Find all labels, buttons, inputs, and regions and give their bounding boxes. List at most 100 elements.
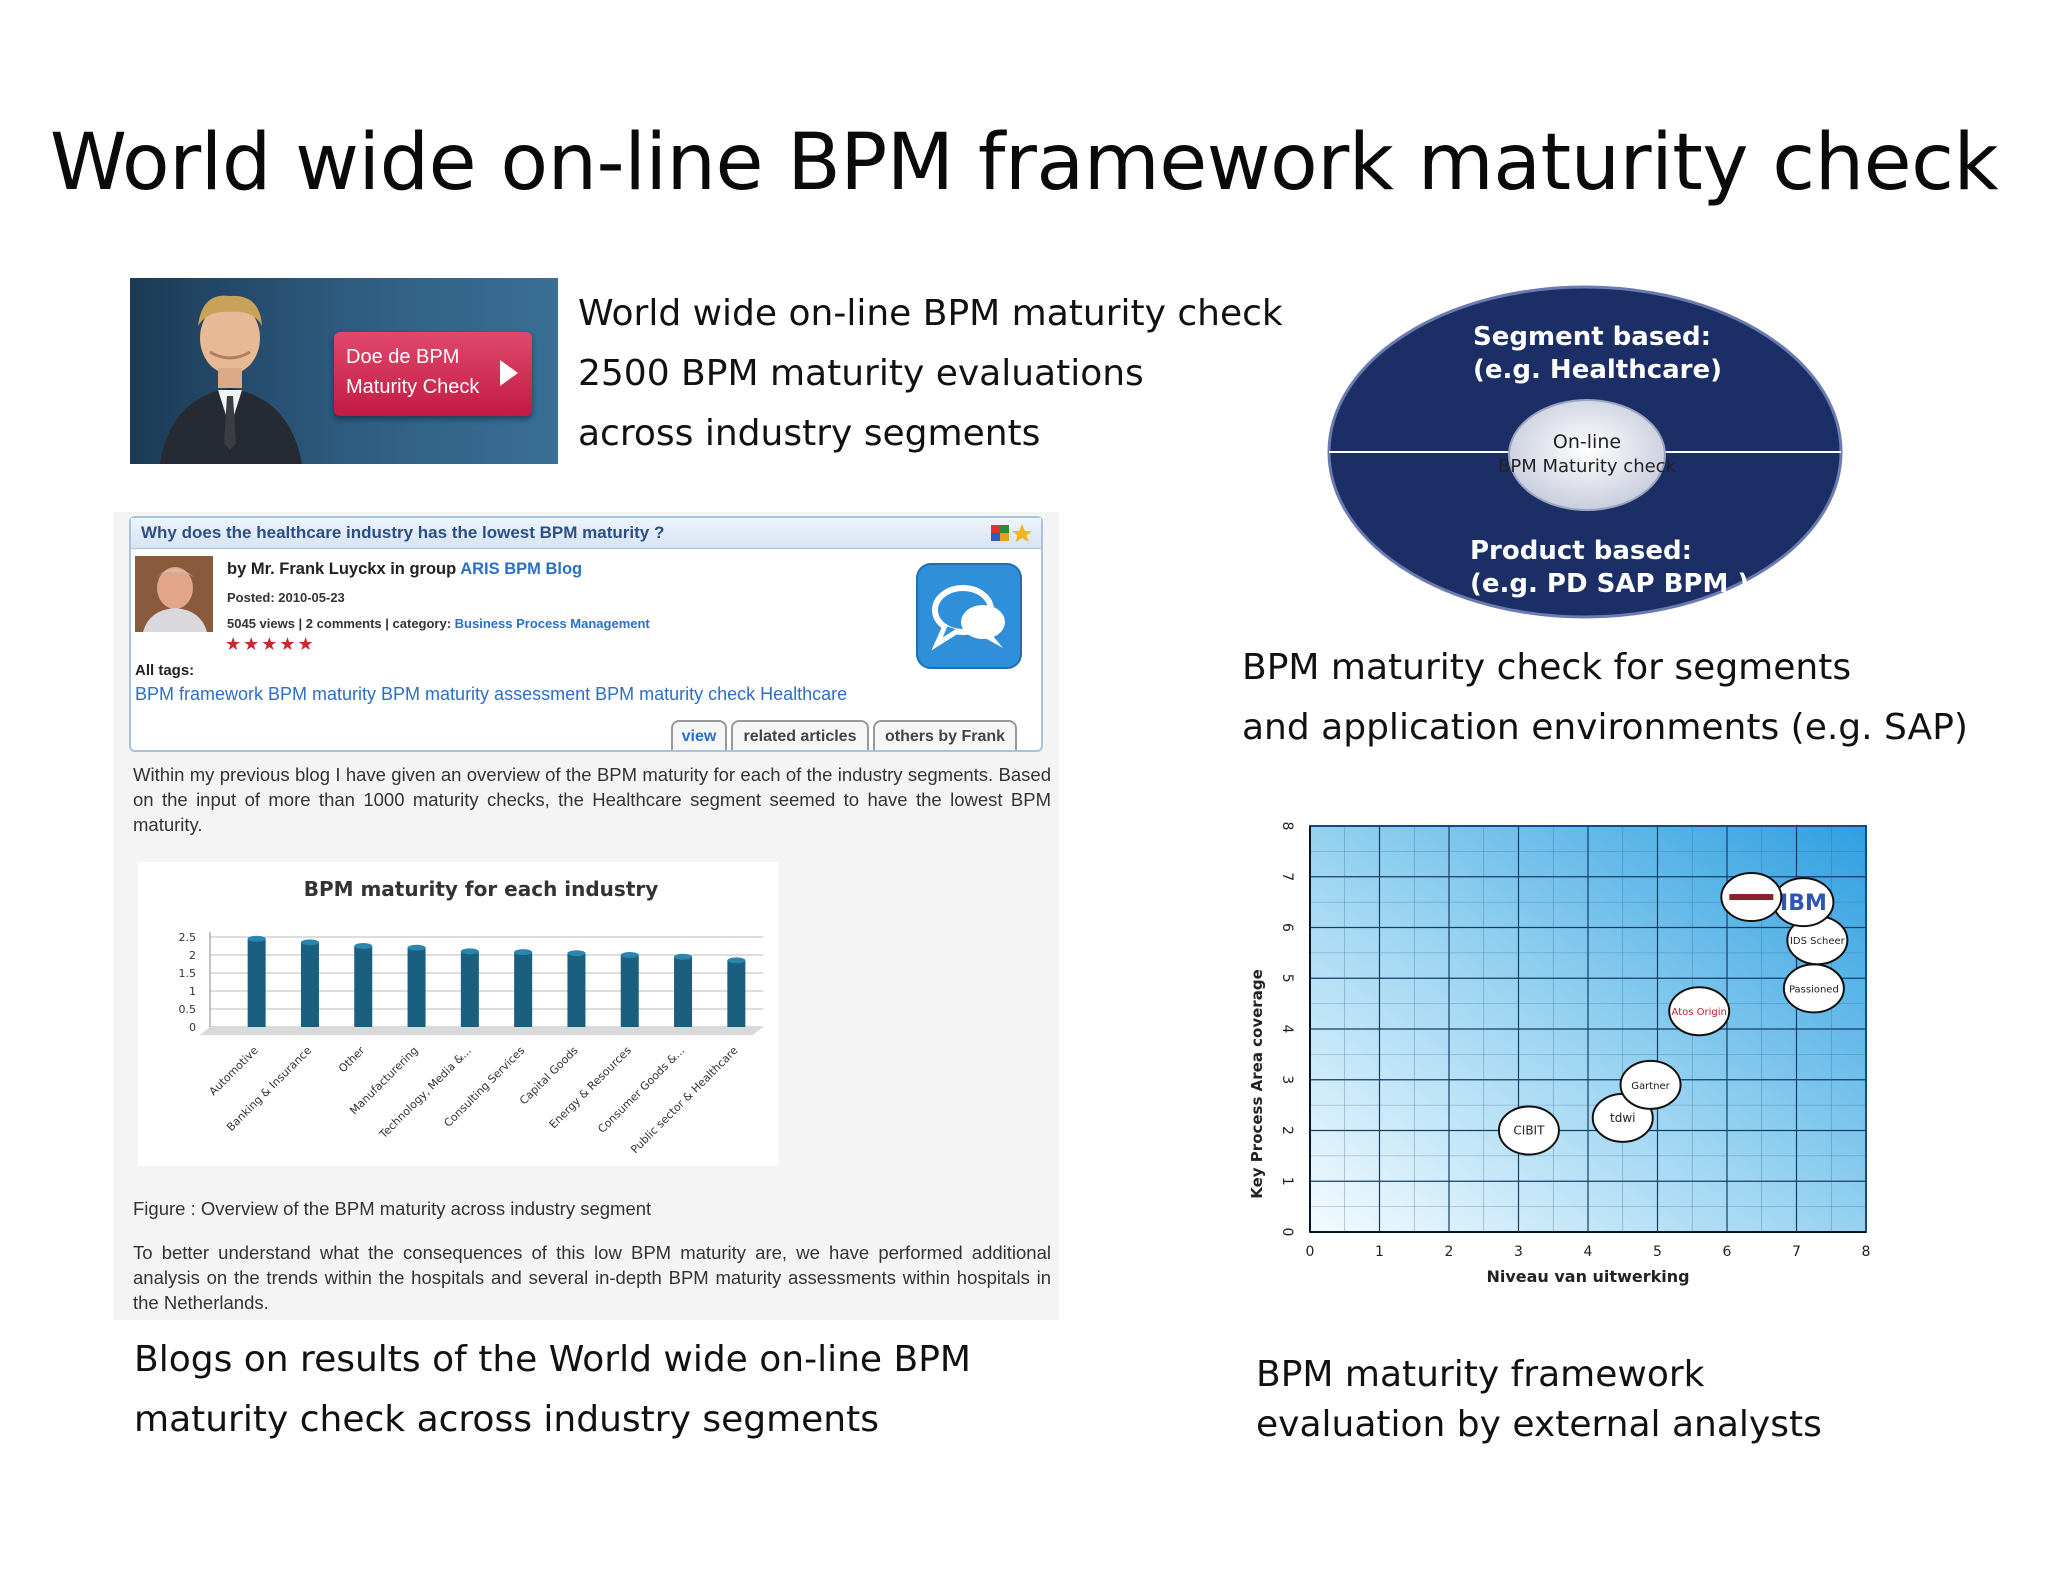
scatter-xtick-label: 1	[1375, 1244, 1384, 1260]
bar	[407, 947, 426, 1027]
blog-stats: 5045 views | 2 comments | category:	[227, 616, 452, 631]
bar-top	[300, 939, 319, 946]
segment-product-oval: Segment based: (e.g. Healthcare) On-line…	[1325, 282, 1845, 622]
blogs-caption: Blogs on results of the World wide on-li…	[134, 1330, 971, 1450]
scatter-ytick-label: 1	[1279, 1177, 1295, 1186]
scatter-ytick-label: 2	[1279, 1126, 1295, 1135]
bar	[514, 952, 533, 1027]
scatter-ytick-label: 7	[1279, 872, 1295, 881]
oval-product-line1: Product based:	[1470, 536, 1692, 566]
analysts-caption: BPM maturity framework evaluation by ext…	[1256, 1350, 1822, 1450]
scatter-ytick-label: 6	[1279, 923, 1295, 932]
analysts-caption-line2: evaluation by external analysts	[1256, 1404, 1822, 1445]
blog-question[interactable]: Why does the healthcare industry has the…	[141, 523, 665, 542]
blog-paragraph-1: Within my previous blog I have given an …	[133, 764, 1051, 835]
bar-floor	[200, 1027, 763, 1035]
bar-top	[620, 952, 639, 958]
bar-top	[727, 957, 746, 964]
scatter-point-label: IBM	[1780, 891, 1827, 916]
bookmark-star-icon[interactable]	[989, 522, 1033, 544]
blog-posted: Posted: 2010-05-23	[227, 590, 345, 605]
bar-top	[354, 943, 373, 949]
man-portrait-icon	[160, 295, 302, 464]
bar	[300, 942, 319, 1027]
intro-caption: World wide on-line BPM maturity check 25…	[578, 284, 1283, 464]
scatter-ytick-label: 8	[1279, 822, 1295, 831]
intro-caption-line2: 2500 BPM maturity evaluations	[578, 353, 1144, 394]
scatter-xtick-label: 3	[1514, 1244, 1523, 1260]
scatter-point-label: Gartner	[1631, 1081, 1670, 1092]
banner-button-line2: Maturity Check	[346, 376, 480, 398]
scatter-ytick-label: 5	[1279, 974, 1295, 983]
segments-caption-line1: BPM maturity check for segments	[1242, 647, 1852, 688]
segments-caption-line2: and application environments (e.g. SAP)	[1242, 707, 1968, 748]
scatter-ylabel: Key Process Area coverage	[1248, 969, 1266, 1198]
scatter-xtick-label: 8	[1862, 1244, 1870, 1260]
oval-segment-line1: Segment based:	[1473, 322, 1711, 352]
tab-view[interactable]: view	[671, 720, 727, 750]
scatter-point-logo	[1729, 894, 1774, 901]
bar	[620, 955, 639, 1027]
bar-ytick-label: 2	[189, 949, 196, 962]
bar-ytick-label: 0	[189, 1021, 196, 1034]
bar-category-label: Other	[336, 1044, 368, 1076]
intro-caption-line3: across industry segments	[578, 413, 1041, 454]
bar	[727, 960, 746, 1027]
scatter-ytick-label: 4	[1279, 1025, 1295, 1034]
scatter-xlabel: Niveau van uitwerking	[1486, 1267, 1689, 1286]
tags-links[interactable]: BPM framework BPM maturity BPM maturity …	[135, 684, 848, 704]
chat-bubble-icon	[916, 563, 1022, 669]
bar	[567, 953, 586, 1027]
bar	[354, 946, 373, 1027]
blog-category-link[interactable]: Business Process Management	[454, 616, 650, 631]
blog-screenshot: Why does the healthcare industry has the…	[113, 512, 1059, 1320]
maturity-check-button[interactable]: Doe de BPM Maturity Check	[334, 332, 532, 416]
scatter-xtick-label: 0	[1306, 1244, 1315, 1260]
tab-related-articles[interactable]: related articles	[731, 720, 869, 750]
blog-tabs: view related articles others by Frank	[671, 720, 1031, 750]
bar-chart-title: BPM maturity for each industry	[304, 877, 659, 901]
blog-paragraph-2: To better understand what the consequenc…	[133, 1242, 1051, 1313]
bar-top	[674, 953, 693, 960]
bar-category-label: Public sector & Healthcare	[628, 1044, 740, 1156]
rating-stars[interactable]: ★★★★★	[225, 634, 316, 654]
bar-ytick-label: 1	[189, 985, 196, 998]
bar-category-label: Automotive	[207, 1044, 261, 1098]
intro-caption-line1: World wide on-line BPM maturity check	[578, 293, 1283, 334]
scatter-xtick-label: 6	[1723, 1244, 1732, 1260]
bar-ytick-label: 0.5	[179, 1003, 197, 1016]
maturity-check-banner[interactable]: Doe de BPM Maturity Check	[130, 278, 558, 464]
blogs-caption-line2: maturity check across industry segments	[134, 1399, 879, 1440]
oval-center-line2: BPM Maturity check	[1498, 456, 1677, 477]
bar	[674, 956, 693, 1027]
bar-top	[567, 950, 586, 957]
analysts-caption-line1: BPM maturity framework	[1256, 1354, 1705, 1395]
figure-caption: Figure : Overview of the BPM maturity ac…	[133, 1198, 652, 1219]
blog-author: by Mr. Frank Luyckx in group	[227, 560, 457, 578]
bar-top	[460, 948, 479, 955]
bar	[247, 938, 266, 1027]
analyst-scatter-chart: 0 1 2 3 4 5 6 7 8 0 1 2 3 4 5 6 7 8 Niveau van uitwerking K…	[1230, 810, 1870, 1300]
banner-button-line1: Doe de BPM	[346, 346, 460, 368]
blog-group-link[interactable]: ARIS BPM Blog	[460, 560, 583, 578]
scatter-xtick-label: 5	[1653, 1244, 1662, 1260]
slide-title: World wide on-line BPM framework maturit…	[49, 118, 1999, 208]
bar-top	[514, 949, 533, 956]
blog-header-panel: Why does the healthcare industry has the…	[129, 516, 1043, 752]
scatter-point	[1497, 1105, 1560, 1156]
scatter-point	[1668, 986, 1731, 1037]
oval-product-line2: (e.g. PD SAP BPM )	[1470, 569, 1749, 599]
oval-center-line1: On-line	[1553, 431, 1621, 453]
scatter-ytick-label: 3	[1279, 1075, 1295, 1084]
scatter-point	[1619, 1059, 1682, 1110]
oval-segment-line2: (e.g. Healthcare)	[1473, 355, 1722, 385]
bar-ytick-label: 2.5	[179, 931, 197, 944]
bar	[460, 951, 479, 1027]
scatter-point-label: Atos Origin	[1672, 1007, 1727, 1018]
bar-category-label: Technology, Media &...	[376, 1044, 474, 1142]
tab-others-by-frank[interactable]: others by Frank	[873, 720, 1017, 750]
scatter-ytick-label: 0	[1279, 1228, 1295, 1237]
bar-ytick-label: 1.5	[179, 967, 197, 980]
bar-category-label: Consumer Goods &...	[595, 1044, 687, 1136]
bar-top	[407, 944, 426, 951]
